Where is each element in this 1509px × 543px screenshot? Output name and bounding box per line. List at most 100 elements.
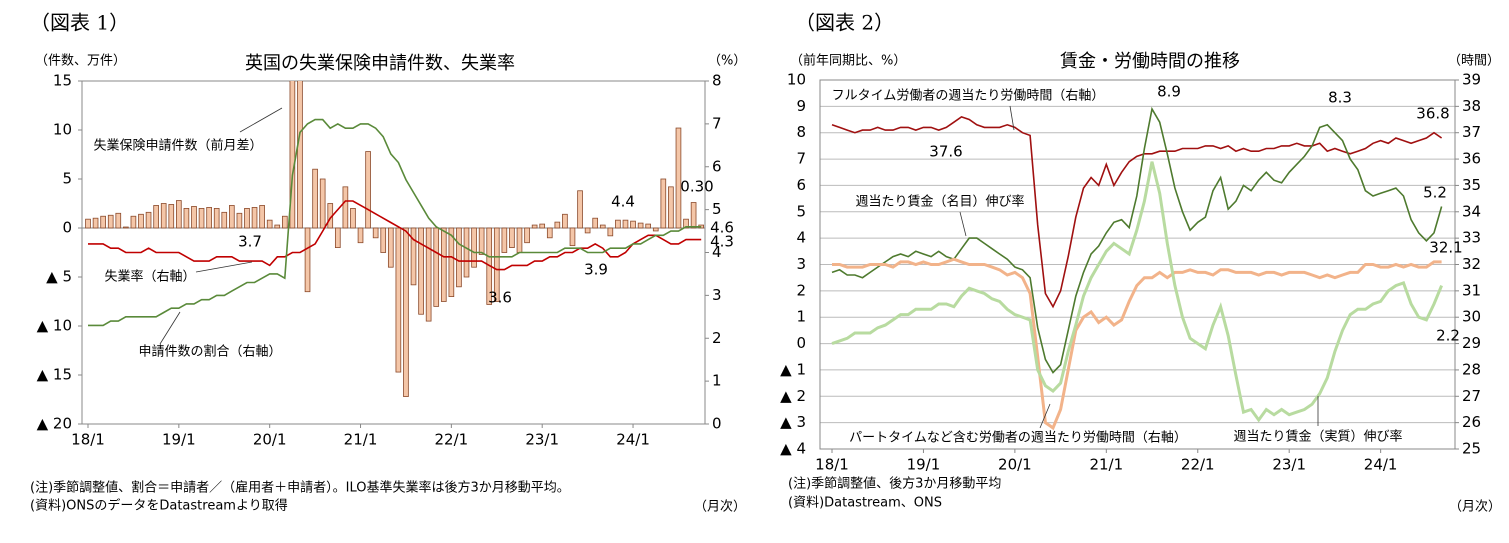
y-tick-label: 1	[796, 308, 806, 326]
line	[831, 116, 1443, 309]
y-tick-label: 8	[796, 123, 806, 141]
bar	[478, 227, 485, 255]
y2-tick-label: 1	[712, 372, 722, 390]
bar	[206, 207, 212, 229]
y-tick-label: 9	[796, 97, 806, 115]
bar	[463, 227, 470, 278]
bar	[577, 190, 583, 229]
plot-frame	[81, 80, 706, 425]
y2-tick-label: 29	[1462, 334, 1481, 352]
bar	[440, 227, 447, 302]
y-tick-label: 15	[53, 72, 72, 90]
y2-tick-label: 6	[712, 157, 722, 175]
bar	[584, 227, 591, 234]
bar	[342, 186, 349, 229]
y2-tick-label: 39	[1462, 71, 1481, 89]
bar	[501, 227, 508, 253]
annotation: 37.6	[929, 143, 962, 161]
bar	[100, 215, 106, 229]
x-tick-label: 20/1	[253, 431, 287, 449]
bar	[115, 212, 122, 229]
bar	[213, 207, 220, 229]
bar	[153, 205, 159, 229]
y-tick-label: 10	[53, 121, 72, 139]
bar	[266, 219, 273, 229]
bar	[599, 224, 606, 229]
y2-tick-label: 32	[1462, 255, 1481, 273]
annotation: 2.2	[1436, 327, 1460, 345]
bar	[281, 215, 288, 229]
figure-label: （図表 1）	[30, 11, 129, 35]
y2-tick-label: 25	[1462, 440, 1481, 458]
x-tick-label: 22/1	[1181, 456, 1215, 474]
y-axis-label: （前年同期比、%）	[790, 53, 906, 69]
y-tick-label: 0	[796, 334, 806, 352]
bar	[493, 227, 500, 302]
bar	[395, 227, 402, 373]
x-tick-label: 24/1	[1364, 456, 1398, 474]
annotation: 5.2	[1423, 184, 1447, 202]
y2-axis-label: （%）	[708, 54, 746, 69]
y2-tick-label: 4	[712, 243, 722, 261]
y-tick-label: ▲ 10	[37, 317, 72, 335]
x-tick-label: 18/1	[71, 431, 105, 449]
note: (資料)ONSのデータをDatastreamより取得	[30, 498, 288, 514]
bar	[539, 223, 546, 229]
annotation: 0.30	[680, 178, 713, 196]
y-tick-label: ▲ 1	[780, 360, 806, 378]
annotation: 3.6	[488, 289, 512, 307]
bar	[645, 223, 652, 229]
x-tick-label: 23/1	[525, 431, 559, 449]
bar	[380, 227, 387, 253]
y2-tick-label: 27	[1462, 387, 1481, 405]
bar	[668, 186, 674, 229]
bar	[350, 207, 356, 229]
bar	[259, 205, 265, 229]
series-label: フルタイム労働者の週当たり労働時間（右軸）	[832, 89, 1105, 104]
series-group	[85, 81, 704, 397]
y-tick-label: ▲ 2	[780, 387, 806, 405]
bar	[448, 227, 455, 297]
annotation: 3.7	[238, 233, 262, 251]
series-label: 週当たり賃金（実質）伸び率	[1233, 429, 1402, 445]
bar	[690, 202, 697, 229]
y2-tick-label: 2	[712, 329, 722, 347]
line	[88, 118, 702, 327]
y2-tick-label: 34	[1462, 202, 1481, 220]
y2-tick-label: 36	[1462, 150, 1481, 168]
y-tick-label: 10	[787, 71, 806, 89]
annotation: 8.3	[1328, 89, 1352, 107]
note: (注)季節調整値、後方3か月移動平均	[788, 476, 1001, 492]
bar	[274, 224, 281, 229]
bar	[244, 207, 250, 229]
y-tick-label: 7	[796, 150, 806, 168]
bar	[516, 227, 523, 253]
bar	[85, 218, 91, 229]
bar	[145, 211, 152, 229]
bar	[403, 227, 409, 397]
line	[831, 161, 1443, 423]
bar	[365, 151, 371, 229]
y-tick-label: 0	[62, 219, 72, 237]
note: (注)季節調整値、割合＝申請者／（雇用者＋申請者）。ILO基準失業率は後方3か月…	[30, 480, 570, 496]
x-tick-label: 18/1	[815, 456, 849, 474]
series-label: 申請件数の割合（右軸）	[138, 344, 281, 360]
y2-tick-label: 33	[1462, 229, 1481, 247]
y2-tick-label: 26	[1462, 413, 1481, 431]
bar	[615, 219, 621, 229]
y-tick-label: 5	[62, 170, 72, 188]
annotation: 8.9	[1157, 83, 1181, 101]
bar	[289, 81, 296, 229]
leader-line	[1039, 403, 1051, 429]
bar	[418, 227, 424, 315]
bar	[168, 204, 175, 229]
y2-tick-label: 35	[1462, 176, 1481, 194]
bar	[312, 168, 318, 229]
bar	[160, 203, 167, 229]
bar	[251, 207, 258, 229]
y-axis-label: （件数、万件）	[35, 54, 126, 69]
annotation: 4.3	[710, 233, 734, 251]
bar	[675, 127, 682, 229]
figure-label: （図表 2）	[795, 11, 894, 35]
bar	[92, 217, 99, 229]
